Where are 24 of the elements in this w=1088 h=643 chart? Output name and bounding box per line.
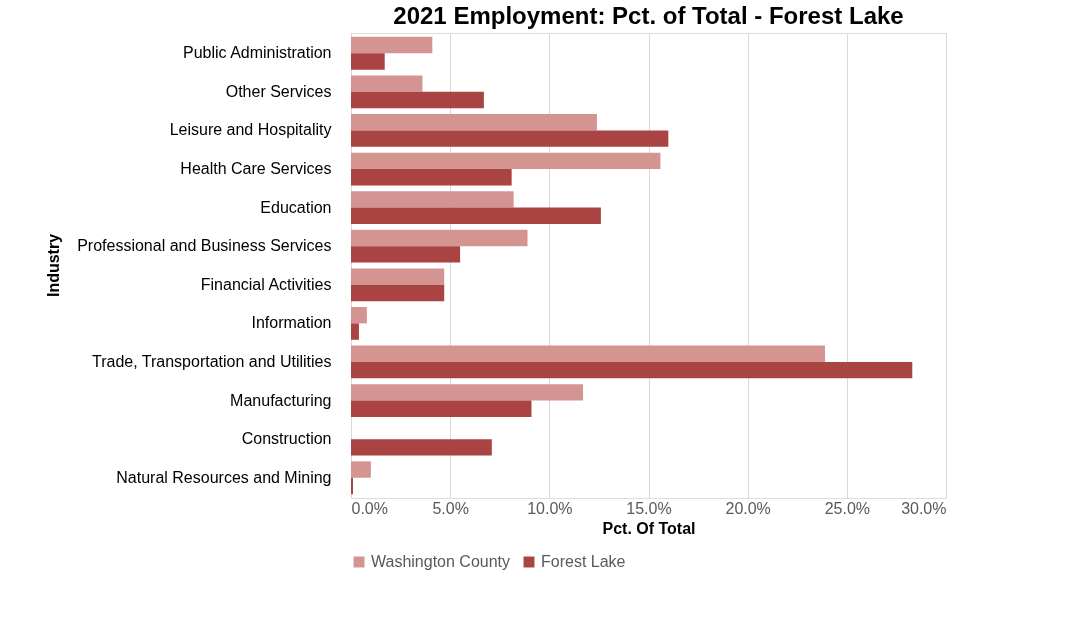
y-tick-label: Trade, Transportation and Utilities (91, 352, 332, 370)
y-tick-label: Education (260, 198, 332, 216)
y-tick-label: Health Care Services (180, 160, 332, 178)
x-tick-label: 20.0% (725, 499, 771, 517)
x-tick-label: 10.0% (527, 499, 573, 517)
y-tick-label: Other Services (225, 82, 332, 100)
x-tick-label: 25.0% (824, 499, 871, 517)
y-tick-label: Construction (241, 430, 332, 448)
x-tick-label: 15.0% (626, 499, 672, 517)
y-tick-label: Manufacturing (230, 391, 332, 409)
y-tick-label: Professional and Business Services (77, 237, 332, 255)
y-axis-title: Industry (44, 233, 62, 298)
y-tick-label: Information (251, 314, 332, 332)
legend-label: Washington County (371, 553, 511, 570)
x-tick-label: 30.0% (901, 499, 947, 517)
legend-label: Forest Lake (541, 553, 626, 570)
x-tick-label: 0.0% (351, 499, 388, 517)
y-tick-label: Leisure and Hospitality (169, 121, 332, 139)
chart-title: 2021 Employment: Pct. of Total - Forest Lake (393, 2, 904, 29)
y-tick-label: Public Administration (182, 44, 332, 62)
y-tick-label: Natural Resources and Mining (116, 468, 332, 486)
x-axis-title: Pct. Of Total (602, 519, 696, 537)
x-tick-label: 5.0% (432, 499, 469, 517)
y-tick-label: Financial Activities (200, 275, 332, 293)
